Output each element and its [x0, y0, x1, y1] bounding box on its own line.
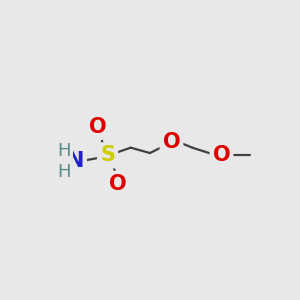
Text: O: O [109, 174, 126, 194]
Text: O: O [89, 117, 107, 137]
Text: N: N [67, 151, 84, 171]
Text: H: H [58, 163, 71, 181]
Text: S: S [100, 146, 115, 165]
Text: H: H [58, 142, 71, 160]
Text: O: O [163, 132, 180, 152]
Text: O: O [213, 146, 230, 165]
